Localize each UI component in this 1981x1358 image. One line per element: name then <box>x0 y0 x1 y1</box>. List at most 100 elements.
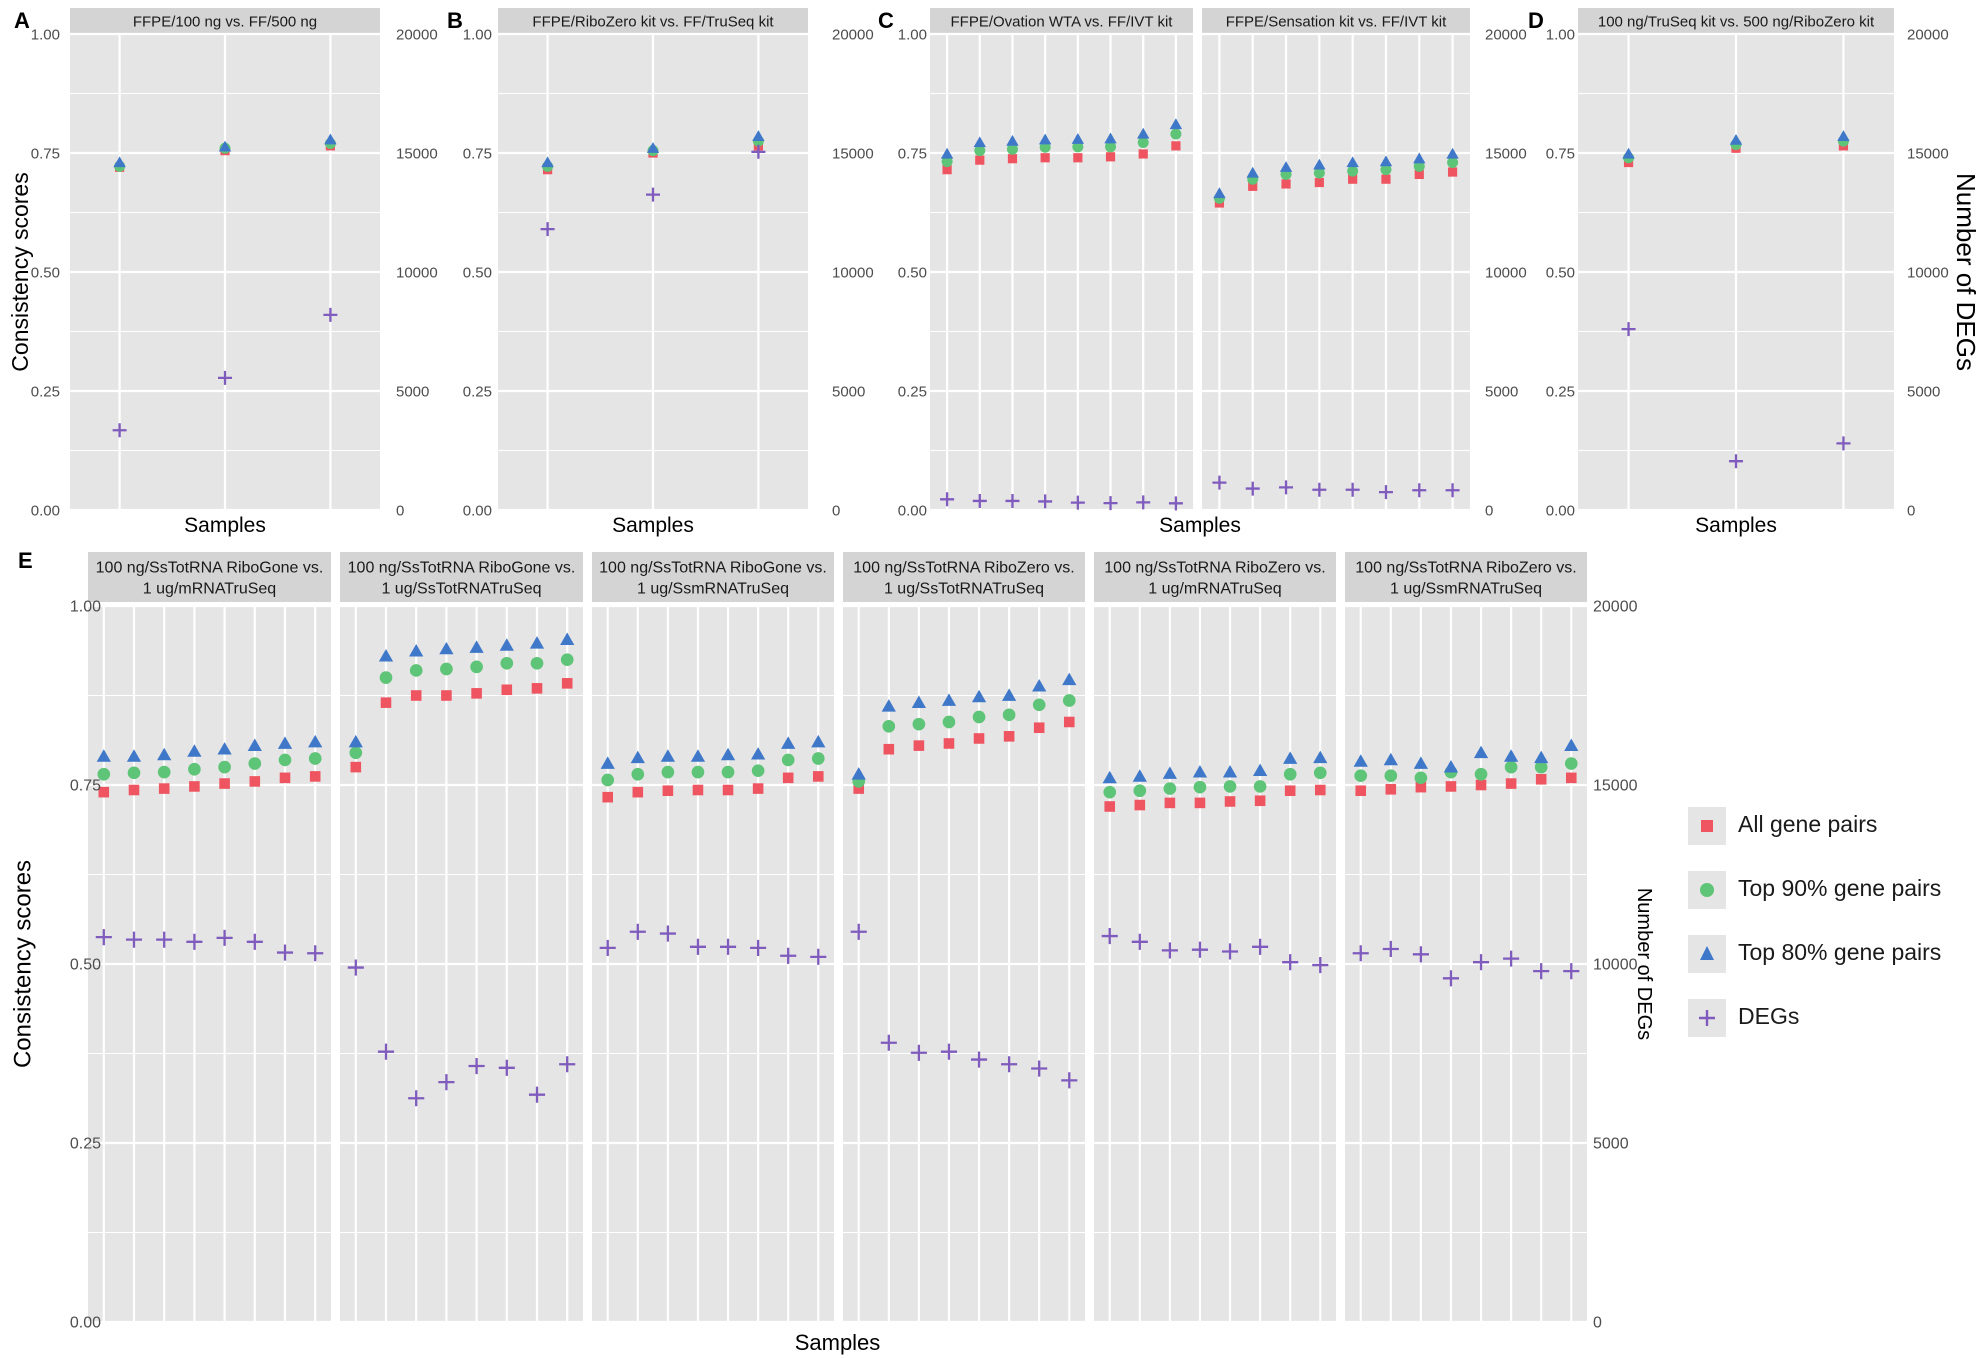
data-point-deg <box>216 929 233 946</box>
series-degs <box>940 492 1183 511</box>
facet-strip <box>592 552 834 602</box>
data-point-top90 <box>1313 766 1327 780</box>
panel-c: C FFPE/Ovation WTA vs. FF/IVT kit FFPE/Sen… <box>878 8 1527 537</box>
facet-ffpe-ovation-wta-vs-ff-ivt-kit: FFPE/Ovation WTA vs. FF/IVT kit <box>930 8 1193 512</box>
series-top-90-gene-pairs <box>601 752 825 787</box>
data-point-top80 <box>1346 156 1359 168</box>
y-tick-label: 0.00 <box>463 502 492 519</box>
data-point-all-gene-pairs <box>1134 799 1146 811</box>
y2-tick-label: 0 <box>832 502 840 519</box>
panel-label: D <box>1528 8 1544 33</box>
data-point-top90 <box>1105 141 1117 153</box>
data-point-all-gene-pairs <box>1007 154 1018 164</box>
data-point-all-gene-pairs <box>279 772 291 784</box>
data-point-top80 <box>752 130 765 141</box>
data-point-top90 <box>1133 784 1147 798</box>
data-point-all-gene-pairs <box>782 772 794 784</box>
facet-title-line: 1 ug/SsTotRNATruSeq <box>884 580 1044 597</box>
data-point-all-gene-pairs <box>1171 141 1181 151</box>
data-point-top90 <box>1447 157 1459 169</box>
data-point-top90 <box>811 752 825 765</box>
series-top-80-gene-pairs <box>348 632 575 748</box>
data-point-top80 <box>1162 766 1178 779</box>
facet-100-ng-sstotrna-ribozero-vs-1-ug-mrnatruseq: 100 ng/SsTotRNA RiboZero vs. 1 ug/mRNATru… <box>1094 552 1336 1324</box>
data-point-top80 <box>1252 763 1268 777</box>
panel-label: A <box>14 8 30 33</box>
data-point-all-gene-pairs <box>249 776 261 787</box>
data-point-deg <box>1563 963 1580 980</box>
data-point-all-gene-pairs <box>1314 177 1324 188</box>
legend-label: All gene pairs <box>1738 811 1878 837</box>
y-tick-label: 0.00 <box>1546 502 1575 519</box>
data-point-top90 <box>1347 165 1359 177</box>
data-point-all-gene-pairs <box>441 690 452 701</box>
data-point-deg <box>276 944 294 961</box>
data-point-all-gene-pairs <box>410 690 422 701</box>
data-point-top90 <box>530 656 544 670</box>
data-point-top90 <box>1414 771 1428 785</box>
y2-tick-label: 20000 <box>1593 599 1638 616</box>
y-tick-label: 0.25 <box>1546 383 1575 400</box>
data-point-top80 <box>469 640 484 653</box>
data-point-top80 <box>187 744 202 757</box>
data-point-top90 <box>470 660 483 674</box>
data-point-top90 <box>218 760 231 774</box>
data-point-deg <box>1103 496 1118 511</box>
data-point-deg <box>1001 1056 1018 1073</box>
data-point-deg <box>307 945 324 962</box>
facet-title-line: FFPE/100 ng vs. FF/500 ng <box>133 13 317 30</box>
data-point-deg <box>1101 928 1118 945</box>
data-point-top90 <box>188 762 201 776</box>
data-point-all-gene-pairs <box>471 688 482 699</box>
data-point-top90 <box>1032 698 1046 712</box>
data-point-all-gene-pairs <box>692 784 704 796</box>
data-point-all-gene-pairs <box>1281 179 1291 189</box>
facet-strip <box>1578 8 1894 34</box>
data-point-all-gene-pairs <box>1138 149 1148 159</box>
data-point-top80 <box>1473 745 1489 759</box>
y2-tick-label: 20000 <box>832 26 874 43</box>
data-point-deg <box>750 939 767 956</box>
data-point-deg <box>1005 493 1020 508</box>
data-point-top90 <box>1504 760 1518 774</box>
legend-item-all-gene-pairs: All gene pairs <box>1688 803 1981 865</box>
data-point-deg <box>1221 943 1239 960</box>
data-point-top80 <box>126 749 142 762</box>
x-axis-title: Samples <box>1159 514 1241 537</box>
data-point-deg <box>528 1086 546 1103</box>
data-point-top80 <box>157 747 172 761</box>
data-point-top90 <box>1223 780 1237 793</box>
facet-title-line: 100 ng/SsTotRNA RiboZero vs. <box>853 559 1074 576</box>
data-point-deg <box>112 423 127 438</box>
data-point-top90 <box>912 717 926 731</box>
legend-label: Top 90% gene pairs <box>1738 875 1942 901</box>
series-top-80-gene-pairs <box>600 734 826 769</box>
data-point-deg <box>1378 485 1393 500</box>
facet-title-line: 1 ug/SsmRNATruSeq <box>637 580 789 597</box>
data-point-deg <box>1161 942 1178 959</box>
data-point-top90 <box>1384 769 1398 783</box>
legend-key-circle <box>1688 871 1726 909</box>
data-point-top80 <box>1001 688 1017 701</box>
series-all-gene-pairs <box>853 716 1075 794</box>
data-point-top80 <box>529 636 545 649</box>
series-top-80-gene-pairs <box>851 672 1077 780</box>
y-tick-label: 0.75 <box>898 145 927 162</box>
data-point-deg <box>1031 1060 1048 1077</box>
y2-tick-label: 20000 <box>396 26 438 43</box>
y2-tick-label: 15000 <box>1485 145 1527 162</box>
data-point-top90 <box>1006 143 1018 155</box>
data-point-deg <box>1312 482 1327 497</box>
data-point-top80 <box>911 695 927 709</box>
data-point-top90 <box>1103 785 1117 799</box>
legend-item-degs: DEGs <box>1688 995 1981 1057</box>
data-point-deg <box>1279 480 1294 495</box>
data-point-deg <box>910 1044 927 1061</box>
data-point-deg <box>659 925 676 942</box>
data-point-deg <box>1168 496 1183 511</box>
series-degs <box>95 929 324 962</box>
panel-label: C <box>878 8 894 33</box>
data-point-deg <box>323 307 338 322</box>
y-tick-label: 0.75 <box>70 778 101 795</box>
data-point-all-gene-pairs <box>1565 772 1577 784</box>
